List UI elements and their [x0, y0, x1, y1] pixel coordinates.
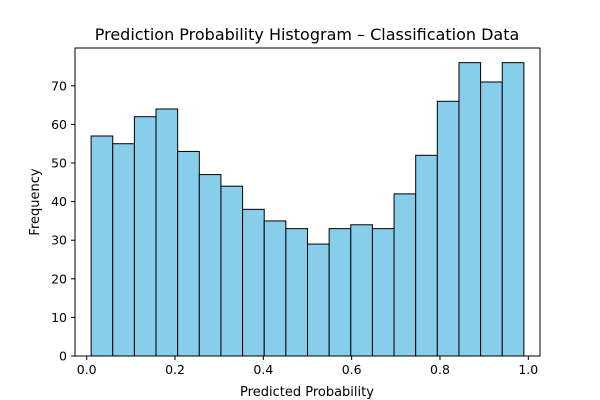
histogram-bar — [90, 135, 114, 357]
histogram-bar — [285, 228, 308, 357]
x-axis: 0.0 0.2 0.4 0.6 0.8 1.0 — [77, 356, 538, 377]
y-tick-label: 0 — [59, 349, 67, 364]
histogram-bar — [220, 185, 244, 357]
histogram-bar — [350, 224, 373, 357]
y-axis-label: Frequency — [28, 168, 43, 235]
x-tick-label: 0.8 — [430, 362, 450, 377]
y-tick-label: 50 — [51, 156, 67, 171]
y-tick-label: 10 — [51, 310, 67, 325]
histogram-bar — [328, 228, 352, 357]
x-axis-label: Predicted Probability — [240, 385, 374, 400]
histogram-bar — [393, 193, 417, 357]
histogram-bar — [307, 243, 330, 357]
histogram-bar — [155, 108, 179, 357]
y-tick-label: 40 — [51, 194, 67, 209]
y-tick-label: 70 — [51, 78, 67, 93]
y-tick-label: 60 — [51, 117, 67, 132]
chart-title: Prediction Probability Histogram – Class… — [95, 25, 520, 44]
histogram-bar — [480, 81, 503, 357]
histogram-bar — [436, 100, 460, 357]
y-tick-label: 30 — [51, 233, 67, 248]
histogram-bar — [198, 174, 222, 357]
x-tick-label: 0.2 — [165, 362, 185, 377]
y-tick-label: 20 — [51, 271, 67, 286]
histogram-bar — [242, 208, 265, 357]
histogram-bar — [458, 62, 482, 357]
histogram-bar — [371, 228, 395, 357]
histogram-bar — [415, 154, 438, 357]
y-axis: 0 10 20 30 40 50 60 70 — [51, 78, 75, 364]
histogram-bar — [177, 150, 200, 357]
histogram-bar — [133, 116, 157, 357]
bars-group — [90, 62, 525, 357]
x-tick-label: 0.0 — [77, 362, 97, 377]
x-tick-label: 0.6 — [342, 362, 362, 377]
x-tick-label: 1.0 — [518, 362, 538, 377]
x-tick-label: 0.4 — [253, 362, 273, 377]
histogram-bar — [263, 220, 287, 357]
histogram-bar — [112, 143, 135, 357]
histogram-bar — [501, 62, 525, 357]
